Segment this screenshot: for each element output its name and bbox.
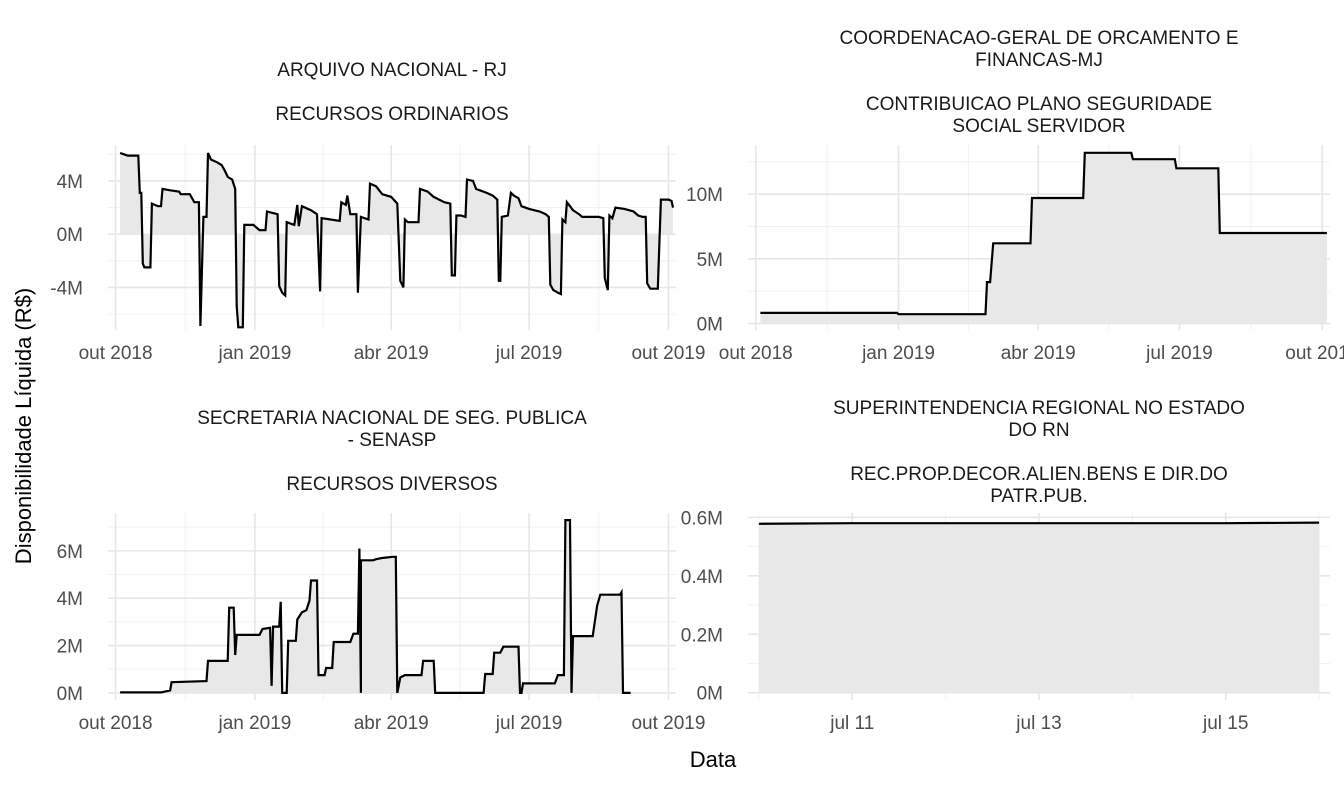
x-tick-label: abr 2019 — [1001, 343, 1076, 364]
panel-3: SECRETARIA NACIONAL DE SEG. PUBLICA- SEN… — [57, 408, 706, 734]
y-tick-label: 0.2M — [681, 625, 723, 646]
x-tick-label: out 2019 — [631, 343, 705, 364]
series-area — [760, 152, 1327, 324]
panel-4-title-line: PATR.PUB. — [990, 486, 1087, 507]
panel-3-title-line: SECRETARIA NACIONAL DE SEG. PUBLICA — [197, 408, 587, 429]
x-tick-label: jul 2019 — [495, 343, 563, 364]
x-tick-label: jan 2019 — [861, 343, 935, 364]
series-area — [120, 520, 631, 693]
panel-2: COORDENACAO-GERAL DE ORCAMENTO EFINANCAS… — [686, 28, 1344, 364]
panel-2-title-line: FINANCAS-MJ — [975, 50, 1103, 71]
x-tick-label: out 2018 — [719, 343, 793, 364]
series-area — [758, 522, 1320, 693]
y-tick-label: 10M — [686, 185, 723, 206]
y-tick-label: 0M — [697, 684, 723, 705]
series-line — [119, 151, 675, 329]
x-tick-label: jul 13 — [1015, 713, 1061, 734]
panel-4-title-line: REC.PROP.DECOR.ALIEN.BENS E DIR.DO — [850, 464, 1228, 485]
panel-2-title-line: CONTRIBUICAO PLANO SEGURIDADE — [866, 94, 1212, 115]
panel-1: ARQUIVO NACIONAL - RJ RECURSOS ORDINARIOS… — [50, 60, 705, 364]
y-tick-label: -4M — [50, 278, 83, 299]
panel-1-title-line: RECURSOS ORDINARIOS — [275, 104, 508, 125]
x-tick-label: out 2018 — [79, 713, 153, 734]
panel-4-title-line: DO RN — [1008, 420, 1069, 441]
x-tick-label: jan 2019 — [217, 343, 291, 364]
panel-3-title-line: - SENASP — [348, 430, 437, 451]
panel-2-title-line: COORDENACAO-GERAL DE ORCAMENTO E — [839, 28, 1238, 49]
y-tick-label: 4M — [57, 172, 83, 193]
x-tick-label: out 2018 — [79, 343, 153, 364]
x-tick-label: out 2019 — [1285, 343, 1344, 364]
y-tick-label: 0.4M — [681, 567, 723, 588]
y-tick-label: 0M — [57, 684, 83, 705]
x-tick-label: out 2019 — [631, 713, 705, 734]
y-tick-label: 0M — [57, 225, 83, 246]
y-axis-title: Disponibilidade Líquida (R$) — [11, 288, 36, 564]
y-tick-label: 4M — [57, 589, 83, 610]
y-tick-label: 2M — [57, 637, 83, 658]
x-tick-label: jul 15 — [1202, 713, 1248, 734]
x-tick-label: abr 2019 — [354, 713, 429, 734]
series-line — [758, 521, 1320, 525]
y-tick-label: 0M — [697, 315, 723, 336]
x-tick-label: jul 2019 — [495, 713, 563, 734]
x-tick-label: jan 2019 — [217, 713, 291, 734]
y-tick-label: 5M — [697, 250, 723, 271]
x-tick-label: abr 2019 — [354, 343, 429, 364]
panel-1-title-line: ARQUIVO NACIONAL - RJ — [277, 60, 506, 81]
panel-4-title-line: SUPERINTENDENCIA REGIONAL NO ESTADO — [833, 398, 1245, 419]
x-tick-label: jul 2019 — [1145, 343, 1213, 364]
x-tick-label: jul 11 — [829, 713, 874, 734]
y-tick-label: 6M — [57, 542, 83, 563]
y-tick-label: 0.6M — [681, 508, 723, 529]
series-line — [120, 519, 631, 694]
panel-3-title-line: RECURSOS DIVERSOS — [286, 474, 497, 495]
series-line — [760, 151, 1327, 316]
x-axis-title: Data — [690, 747, 737, 772]
panel-2-title-line: SOCIAL SERVIDOR — [952, 116, 1125, 137]
